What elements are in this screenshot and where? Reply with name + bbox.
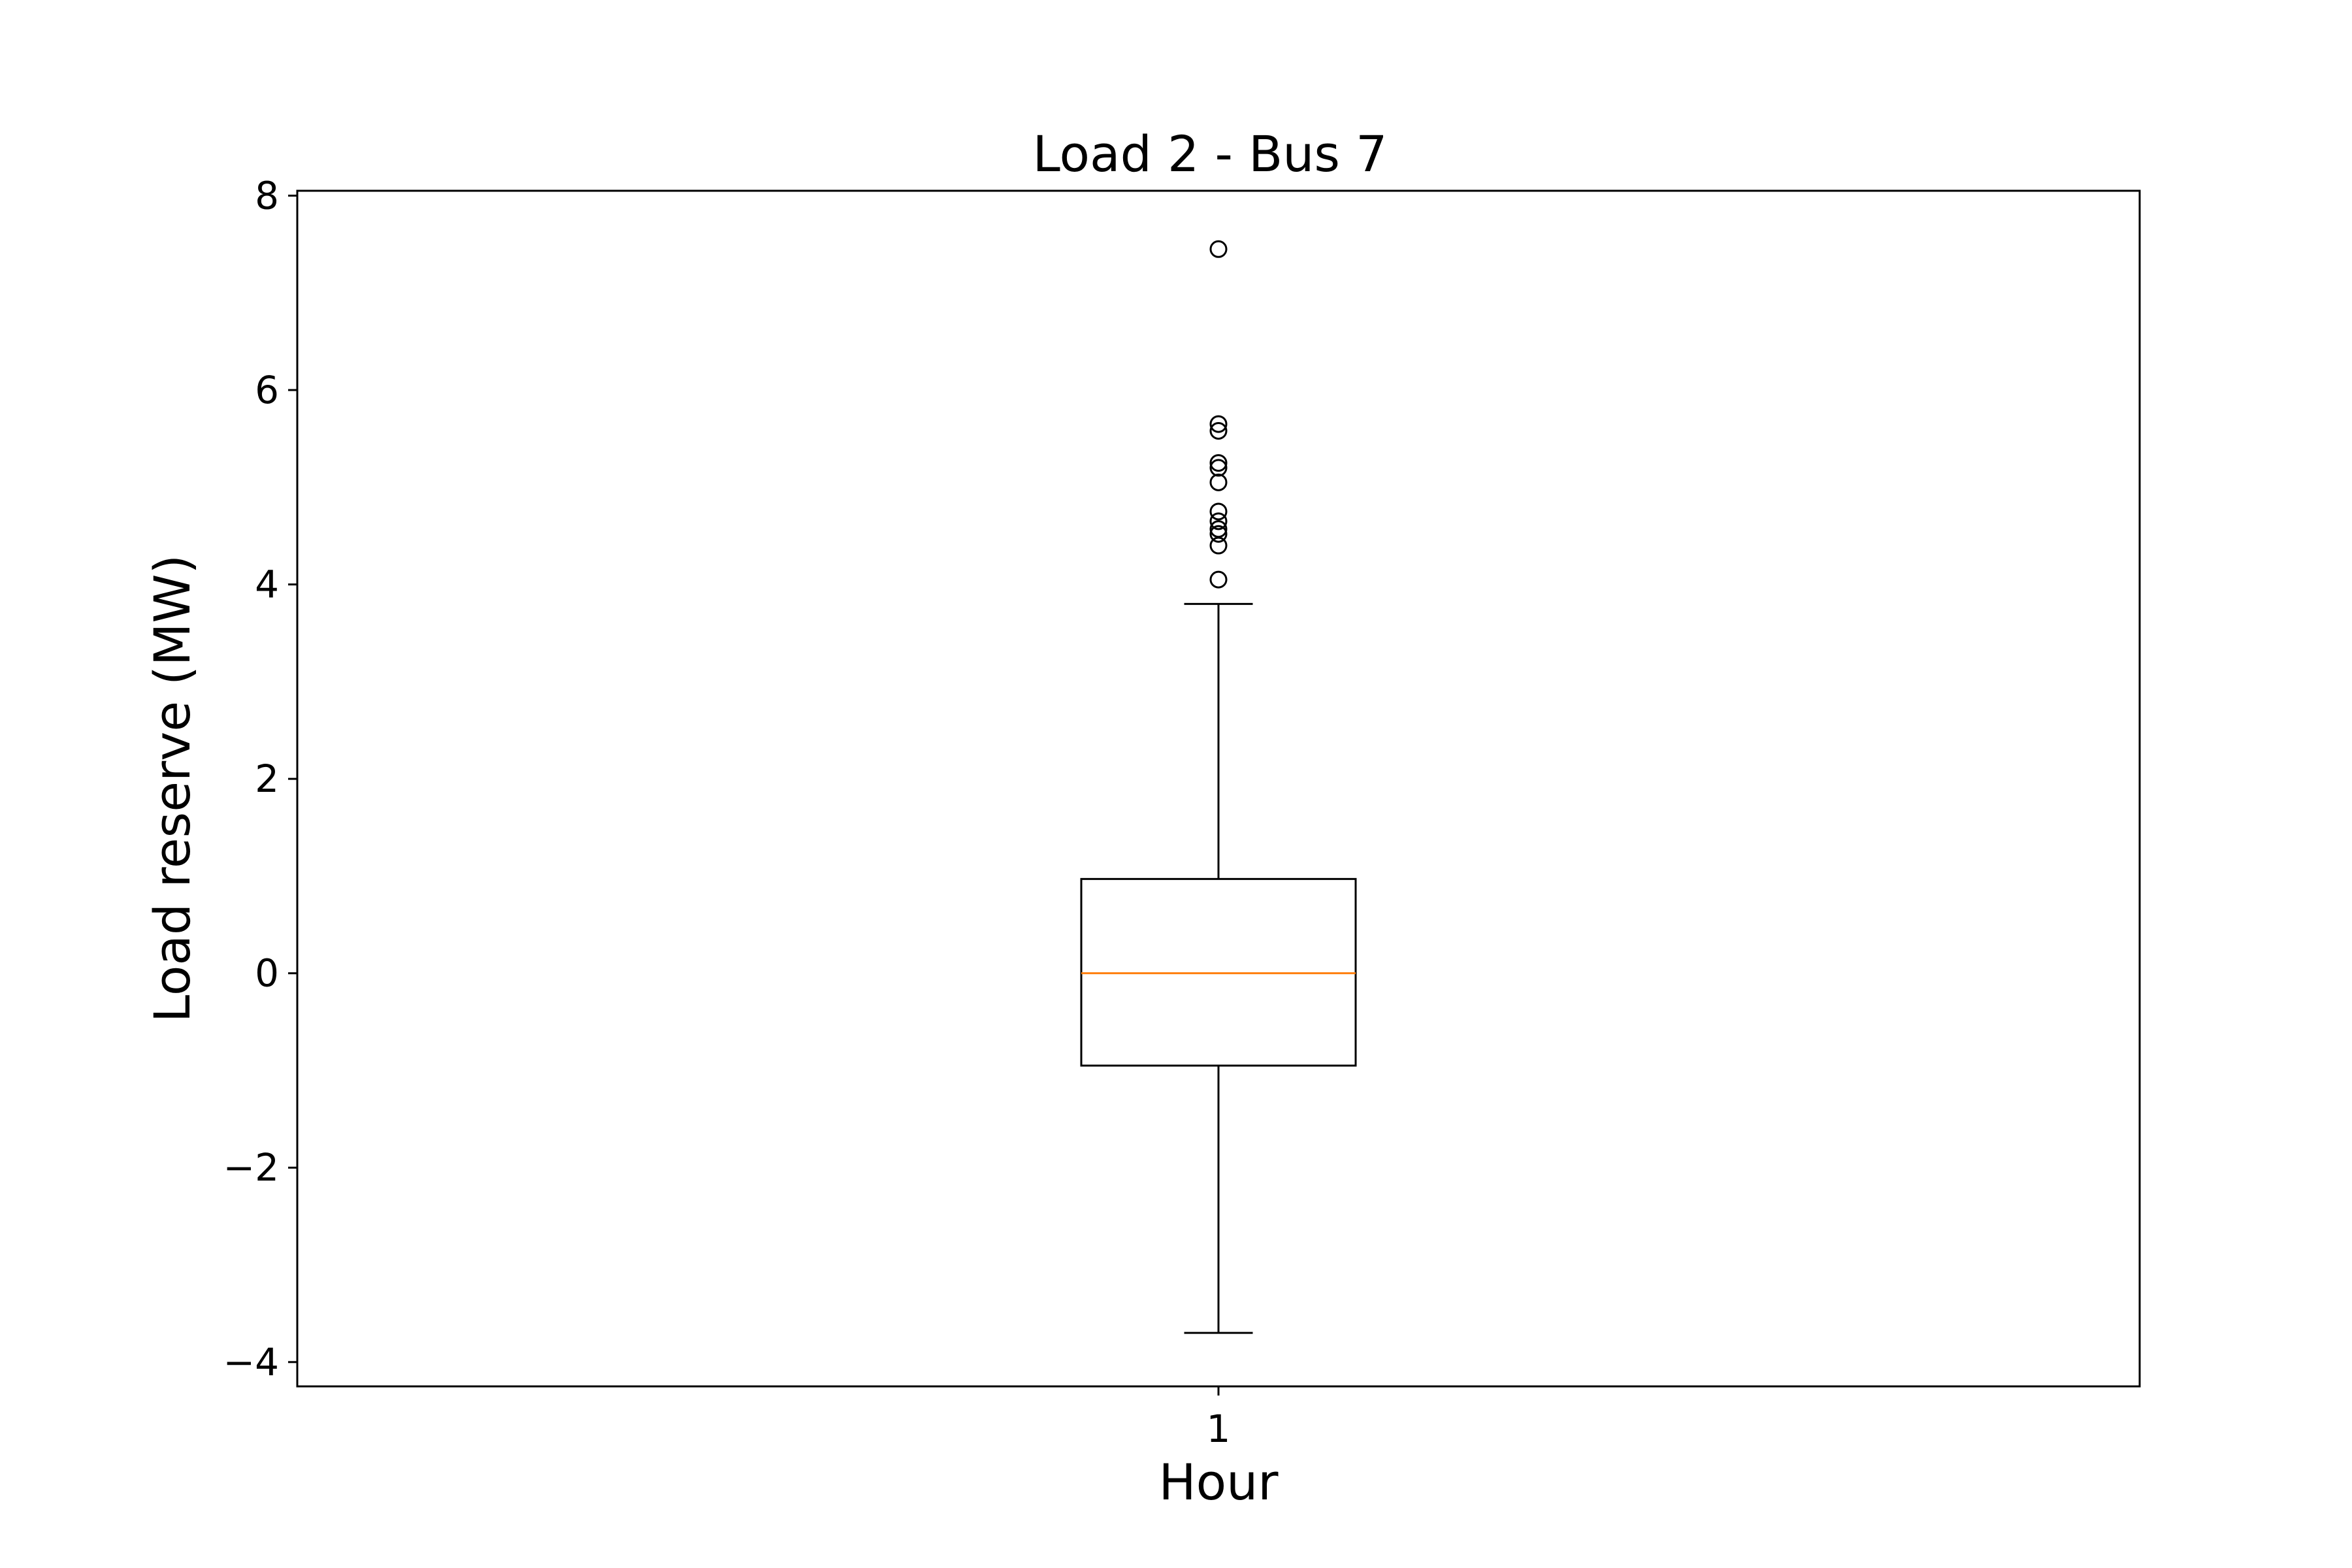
y-tick-label: 8 — [255, 173, 279, 218]
x-axis: 1 — [1207, 1386, 1231, 1451]
y-tick-label: 4 — [255, 563, 279, 607]
chart-title: Load 2 - Bus 7 — [1033, 125, 1388, 183]
outlier-point — [1209, 570, 1228, 589]
y-tick-label: −2 — [223, 1145, 280, 1190]
outlier-point — [1209, 415, 1228, 433]
outlier-point — [1209, 512, 1228, 531]
y-tick-label: 6 — [255, 368, 279, 412]
y-tick-label: 0 — [255, 951, 279, 996]
outlier-point — [1209, 240, 1228, 258]
y-tick-label: 2 — [255, 757, 279, 801]
outlier-point — [1209, 502, 1228, 521]
outlier-point — [1209, 536, 1228, 555]
x-tick-label: 1 — [1207, 1407, 1231, 1451]
box-1 — [1080, 240, 1357, 1334]
plot-area — [1080, 240, 1357, 1334]
y-axis-label: Load reserve (MW) — [143, 555, 201, 1022]
outlier-point — [1209, 454, 1228, 472]
y-tick-label: −4 — [223, 1340, 280, 1384]
y-axis: 8 6 4 2 0 −2 −4 — [223, 173, 297, 1384]
outlier-point — [1209, 459, 1228, 477]
outlier-point — [1209, 473, 1228, 491]
outlier-point — [1209, 421, 1228, 440]
outlier-point — [1209, 525, 1228, 543]
x-axis-label: Hour — [1158, 1453, 1279, 1511]
